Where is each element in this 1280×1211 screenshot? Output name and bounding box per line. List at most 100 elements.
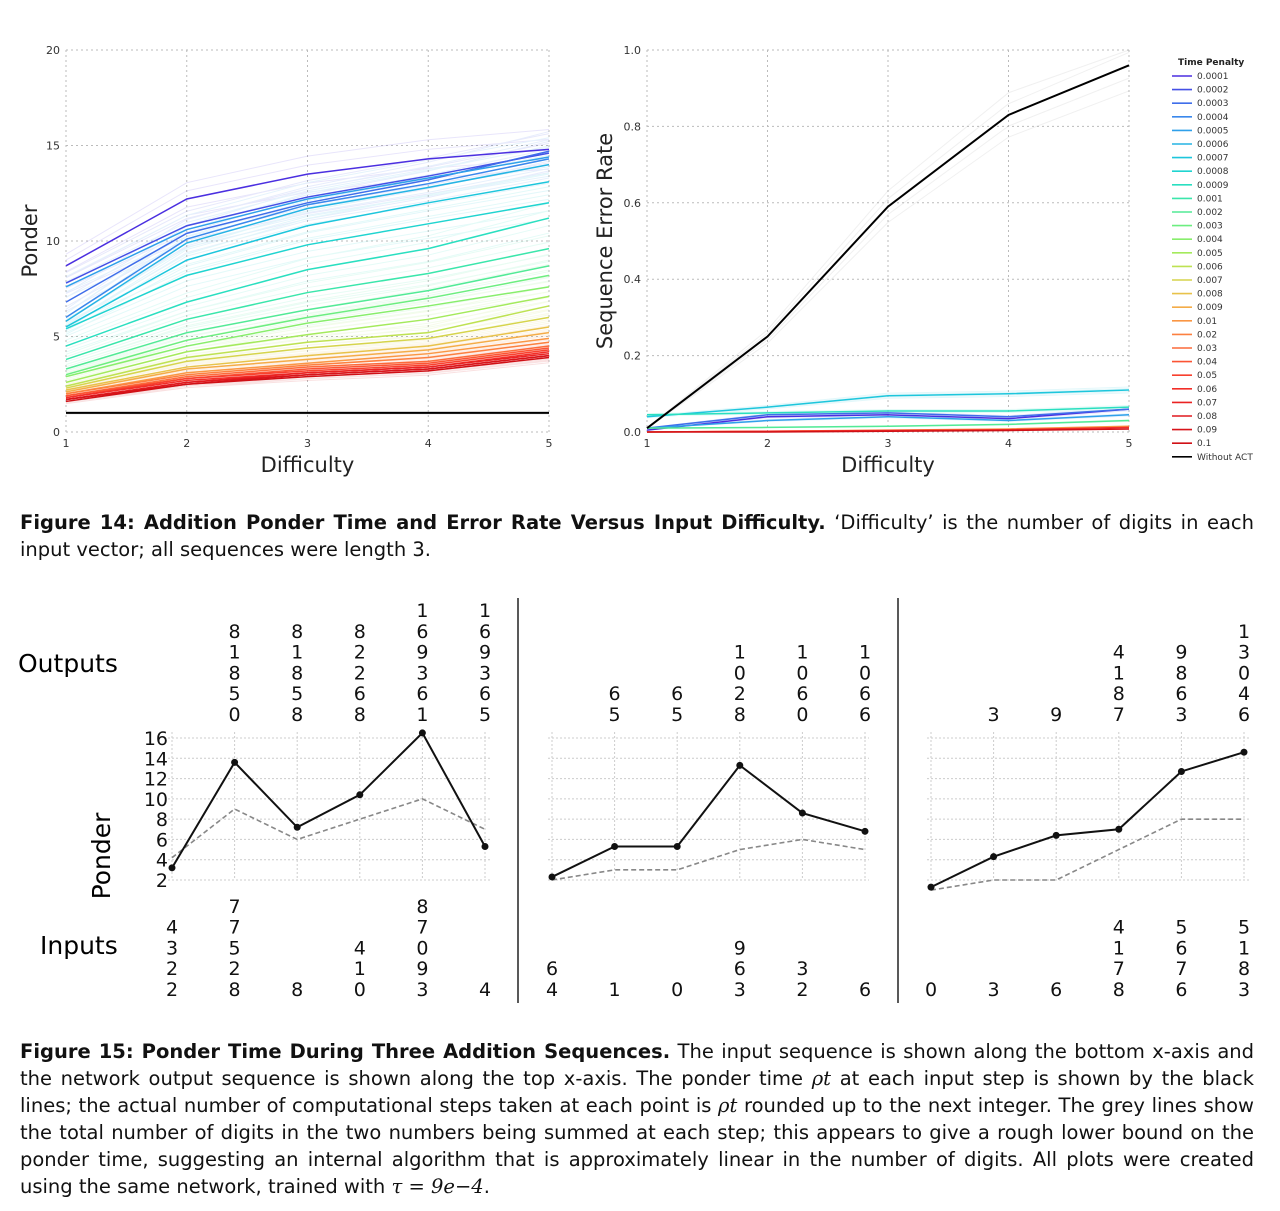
background-run-line [65, 281, 550, 376]
legend-label: 0.002 [1197, 208, 1223, 218]
output-digit: 8 [1113, 683, 1125, 705]
input-digit: 1 [1113, 937, 1125, 959]
input-digit: 4 [479, 979, 491, 1001]
series-line [646, 408, 1130, 429]
input-digit: 7 [416, 917, 428, 939]
input-digit: 2 [166, 958, 178, 980]
ponder-line [171, 731, 486, 869]
background-run-line [65, 259, 550, 368]
output-digit: 1 [1238, 621, 1250, 643]
background-run-line [65, 142, 550, 279]
outputs-row-label: Outputs [18, 649, 118, 678]
caption-end: . [483, 1175, 490, 1198]
output-digit: 6 [479, 621, 491, 643]
legend-label: 0.04 [1197, 358, 1217, 368]
y-tick-label: 10 [46, 235, 60, 248]
ponder-y-tick-label: 12 [144, 769, 168, 791]
ponder-y-tick-label: 10 [144, 789, 168, 811]
background-run-line [65, 202, 550, 341]
output-digit: 3 [416, 662, 428, 684]
ponder-point [736, 761, 744, 769]
background-run-line [65, 186, 550, 323]
input-digit: 2 [166, 979, 178, 1001]
ponder-point [418, 729, 426, 737]
background-run-line [65, 286, 550, 380]
x-tick-label: 2 [183, 437, 190, 450]
x-tick-label: 4 [425, 437, 432, 450]
background-run-line [65, 133, 550, 274]
figure-14: 1 2 3 4 5 0 5 10 15 20 Difficulty Ponder 1 2 3 4 5 0.0 0.… [18, 44, 1253, 477]
background-run-line [65, 158, 550, 273]
output-digit: 1 [1113, 662, 1125, 684]
background-run-line [65, 362, 550, 405]
input-digit: 7 [1175, 958, 1187, 980]
ponder-y-tick-label: 4 [156, 850, 168, 872]
series-line [65, 148, 550, 267]
output-digit: 5 [291, 683, 303, 705]
legend-label: 0.06 [1197, 385, 1217, 395]
background-run-line [65, 360, 550, 403]
ponder-point [231, 758, 239, 766]
background-run-line [65, 140, 550, 299]
input-digit: 2 [229, 958, 241, 980]
y-tick-label: 0 [53, 426, 60, 439]
legend-label: 0.08 [1197, 412, 1217, 422]
output-digit: 8 [734, 704, 746, 726]
input-digit: 6 [859, 979, 871, 1001]
input-digit: 3 [796, 958, 808, 980]
background-run-line [65, 254, 550, 363]
legend-label: 0.0006 [1197, 140, 1229, 150]
figure-14-caption: Figure 14: Addition Ponder Time and Erro… [20, 509, 1254, 563]
background-run-line [65, 177, 550, 326]
output-digit: 0 [796, 662, 808, 684]
ponder-point [1052, 831, 1060, 839]
output-digit: 0 [229, 704, 241, 726]
series-line [65, 158, 550, 319]
ponder-point [861, 827, 869, 835]
series-line [65, 305, 550, 387]
background-run-line [646, 90, 1130, 429]
input-digit: 3 [1238, 979, 1250, 1001]
input-digit: 2 [796, 979, 808, 1001]
legend-label: 0.02 [1197, 330, 1217, 340]
ponder-y-axis-label: Ponder [87, 812, 116, 900]
background-run-line [646, 390, 1130, 418]
ponder-point [990, 853, 998, 861]
background-run-line [65, 260, 550, 365]
series-line [65, 265, 550, 370]
ponder-point [611, 843, 619, 851]
input-digit: 9 [416, 958, 428, 980]
series-line [65, 163, 550, 322]
output-digit: 8 [354, 704, 366, 726]
input-digit: 6 [1175, 979, 1187, 1001]
y-tick-label: 0.4 [624, 273, 642, 286]
legend-label: 0.0007 [1197, 154, 1229, 164]
x-tick-label: 2 [764, 437, 771, 450]
output-digit: 1 [859, 642, 871, 664]
legend-label: 0.07 [1197, 398, 1217, 408]
legend-label: 0.0009 [1197, 181, 1229, 191]
ponder-line [930, 751, 1245, 888]
output-digit: 6 [1238, 704, 1250, 726]
background-run-line [65, 137, 550, 278]
series-line [65, 274, 550, 376]
figure-14-caption-text: ‘Difficulty’ is the number of digits in … [20, 511, 1255, 561]
output-digit: 6 [416, 621, 428, 643]
background-run-line [65, 325, 550, 390]
background-run-line [65, 138, 550, 261]
legend-label: 0.0008 [1197, 167, 1229, 177]
y-tick-label: 1.0 [624, 44, 642, 57]
background-run-line [65, 210, 550, 344]
input-digit: 4 [1113, 917, 1125, 939]
series-line [646, 406, 1130, 416]
series-line [65, 217, 550, 347]
y-tick-label: 0.8 [624, 120, 642, 133]
background-run-line [65, 146, 550, 283]
output-digit: 8 [229, 621, 241, 643]
y-tick-label: 0.2 [624, 350, 642, 363]
input-digit: 5 [1238, 917, 1250, 939]
tau-value: τ = 9e−4 [391, 1175, 484, 1198]
output-digit: 3 [1238, 642, 1250, 664]
series-line [65, 152, 550, 284]
